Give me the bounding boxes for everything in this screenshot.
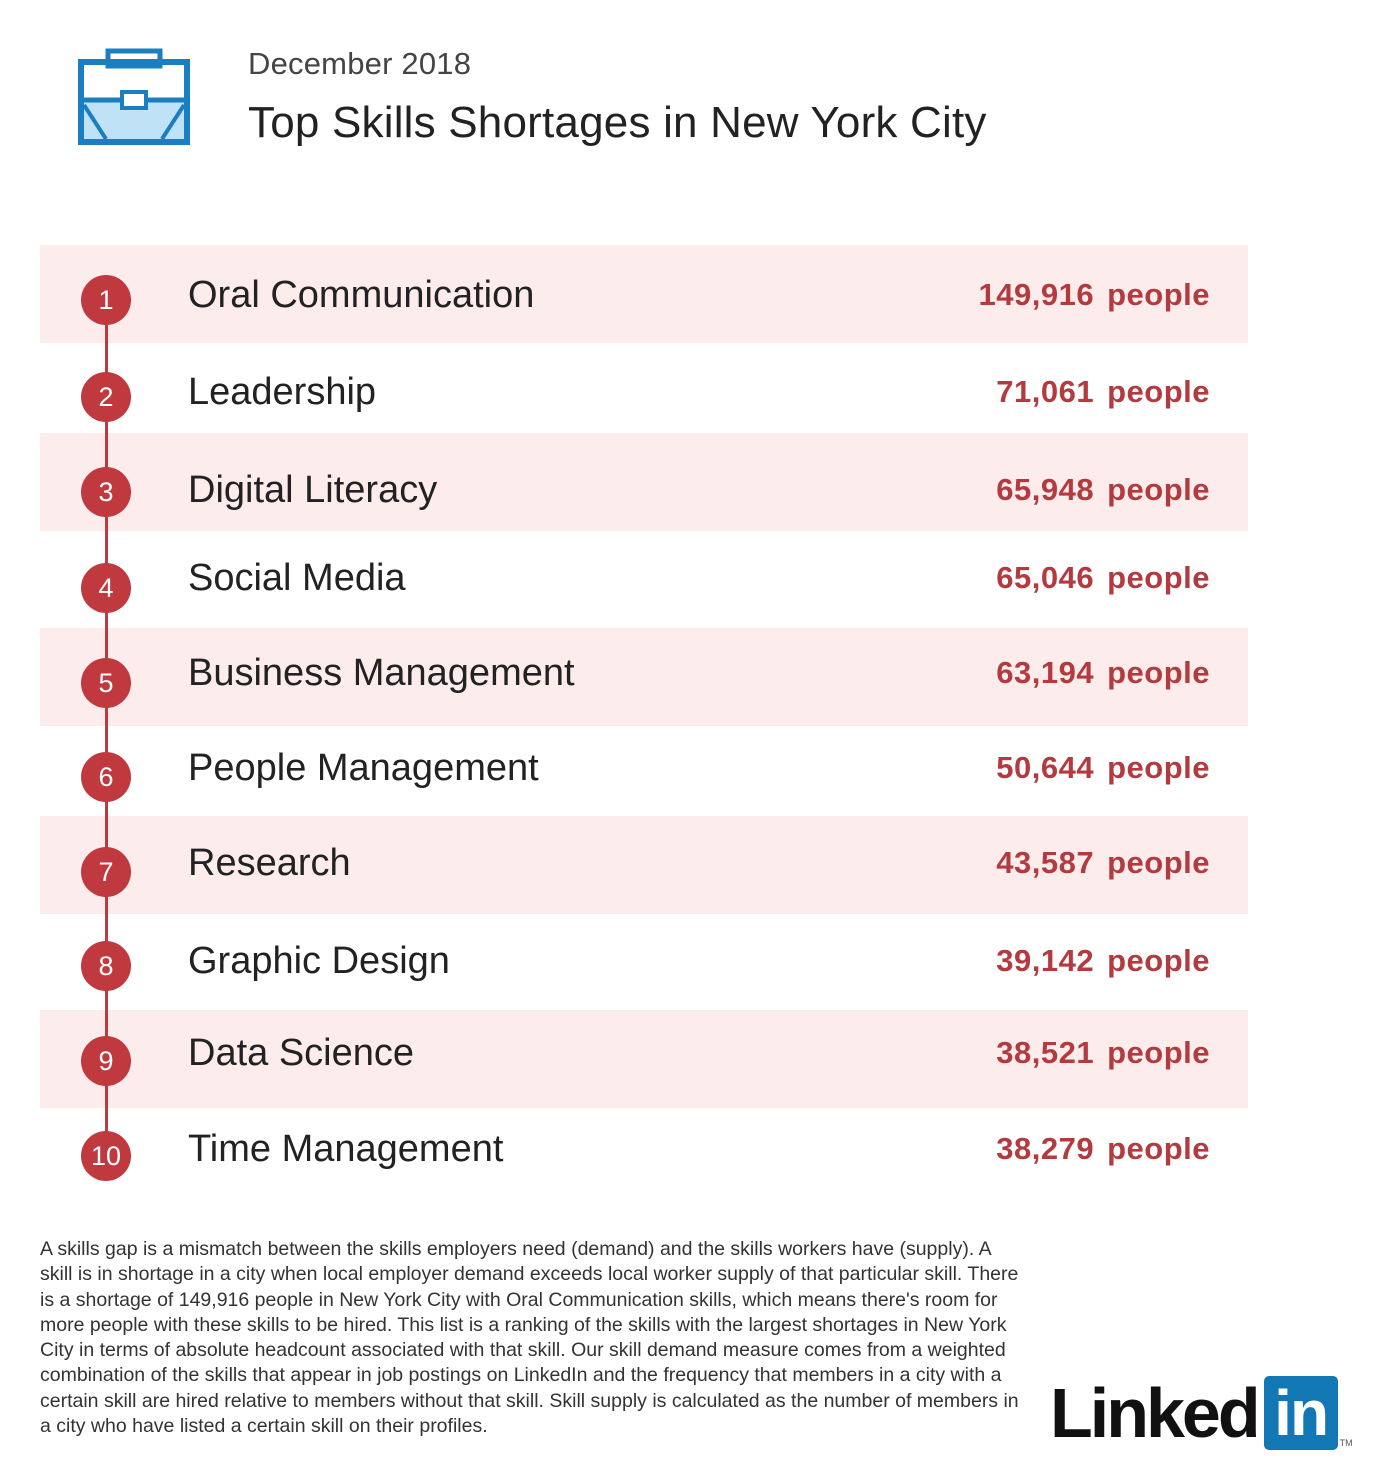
shortage-number: 38,521	[996, 1035, 1095, 1070]
rank-badge: 3	[81, 467, 131, 517]
shortage-number: 63,194	[996, 655, 1095, 690]
skill-name: Data Science	[188, 1032, 415, 1074]
report-date: December 2018	[248, 46, 472, 81]
shortage-number: 38,279	[996, 1131, 1095, 1166]
rank-badge: 4	[81, 563, 131, 613]
table-row-background	[40, 1010, 1248, 1108]
shortage-number: 65,948	[996, 472, 1095, 507]
shortage-value: 38,279 people	[996, 1127, 1210, 1171]
skill-name: Social Media	[188, 557, 406, 599]
shortage-unit: people	[1107, 1131, 1210, 1166]
shortage-unit: people	[1107, 560, 1210, 595]
rank-timeline-line	[105, 300, 108, 1156]
shortage-value: 65,948 people	[996, 468, 1210, 512]
shortage-unit: people	[1107, 845, 1210, 880]
shortage-unit: people	[1107, 750, 1210, 785]
footnote-text: A skills gap is a mismatch between the s…	[40, 1238, 1019, 1438]
rank-badge: 2	[81, 372, 131, 422]
page-title: Top Skills Shortages in New York City	[248, 98, 987, 147]
table-row-background	[40, 628, 1248, 726]
shortage-number: 149,916	[978, 277, 1095, 312]
skills-table: 1 Oral Communication 149,916 people 2 Leaders…	[40, 245, 1248, 1181]
skill-name: Oral Communication	[188, 274, 535, 316]
shortage-value: 149,916 people	[979, 273, 1210, 317]
table-row-background	[40, 245, 1248, 343]
logo-in-box: in	[1263, 1376, 1338, 1450]
table-row-background	[40, 816, 1248, 914]
logo-wordmark: Linked	[1050, 1374, 1261, 1452]
shortage-unit: people	[1107, 277, 1210, 312]
shortage-number: 50,644	[996, 750, 1095, 785]
shortage-value: 39,142 people	[996, 939, 1210, 983]
rank-badge: 5	[81, 658, 131, 708]
shortage-value: 71,061 people	[996, 370, 1210, 414]
skill-name: Time Management	[188, 1128, 504, 1170]
rank-badge: 7	[81, 847, 131, 897]
rank-badge: 9	[81, 1036, 131, 1086]
shortage-unit: people	[1107, 374, 1210, 409]
shortage-unit: people	[1107, 943, 1210, 978]
shortage-number: 43,587	[996, 845, 1095, 880]
logo-trademark: TM	[1339, 1438, 1353, 1448]
rank-badge: 8	[81, 941, 131, 991]
shortage-number: 39,142	[996, 943, 1095, 978]
table-row-background	[40, 433, 1248, 531]
shortage-value: 63,194 people	[996, 651, 1210, 695]
skill-name: Leadership	[188, 371, 377, 413]
skill-name: People Management	[188, 747, 539, 789]
shortage-unit: people	[1107, 655, 1210, 690]
skill-name: Digital Literacy	[188, 469, 438, 511]
skill-name: Research	[188, 842, 351, 884]
briefcase-icon	[78, 48, 190, 146]
linkedin-logo: Linked in TM	[1050, 1372, 1353, 1454]
shortage-value: 50,644 people	[996, 746, 1210, 790]
skill-name: Business Management	[188, 652, 575, 694]
rank-badge: 6	[81, 752, 131, 802]
shortage-value: 65,046 people	[996, 556, 1210, 600]
shortage-unit: people	[1107, 1035, 1210, 1070]
skill-name: Graphic Design	[188, 940, 450, 982]
shortage-value: 43,587 people	[996, 841, 1210, 885]
shortage-unit: people	[1107, 472, 1210, 507]
rank-badge: 1	[81, 275, 131, 325]
shortage-number: 71,061	[996, 374, 1095, 409]
shortage-value: 38,521 people	[996, 1031, 1210, 1075]
rank-badge: 10	[81, 1131, 131, 1181]
shortage-number: 65,046	[996, 560, 1095, 595]
